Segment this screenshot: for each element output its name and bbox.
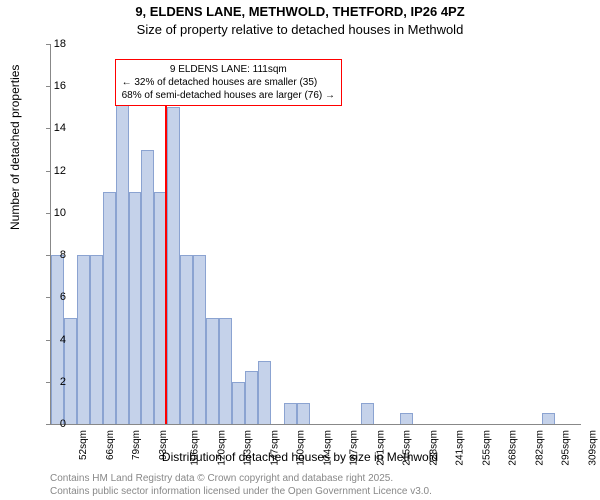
footer-line2: Contains public sector information licen… <box>50 485 432 498</box>
ytick-mark <box>46 424 50 425</box>
ytick-mark <box>46 128 50 129</box>
histogram-bar <box>129 192 142 424</box>
ytick-mark <box>46 171 50 172</box>
histogram-bar <box>400 413 413 424</box>
histogram-bar <box>284 403 297 424</box>
ytick-mark <box>46 340 50 341</box>
histogram-bar <box>77 255 90 424</box>
histogram-bar <box>180 255 193 424</box>
chart-container: 9, ELDENS LANE, METHWOLD, THETFORD, IP26… <box>0 0 600 500</box>
histogram-bar <box>297 403 310 424</box>
ytick-mark <box>46 86 50 87</box>
histogram-bar <box>167 107 180 424</box>
annotation-box: 9 ELDENS LANE: 111sqm← 32% of detached h… <box>115 59 342 106</box>
histogram-bar <box>193 255 206 424</box>
histogram-bar <box>141 150 154 424</box>
histogram-bar <box>116 86 129 424</box>
title-main: 9, ELDENS LANE, METHWOLD, THETFORD, IP26… <box>0 4 600 19</box>
ytick-mark <box>46 382 50 383</box>
title-sub: Size of property relative to detached ho… <box>0 22 600 37</box>
y-axis-label: Number of detached properties <box>8 65 22 230</box>
chart-area: 9 ELDENS LANE: 111sqm← 32% of detached h… <box>50 44 581 425</box>
histogram-bar <box>232 382 245 424</box>
histogram-bar <box>542 413 555 424</box>
ytick-mark <box>46 44 50 45</box>
histogram-bar <box>245 371 258 424</box>
ytick-mark <box>46 297 50 298</box>
annotation-line: 68% of semi-detached houses are larger (… <box>122 89 335 102</box>
property-marker-line <box>165 86 167 424</box>
histogram-bar <box>206 318 219 424</box>
histogram-bar <box>361 403 374 424</box>
annotation-line: ← 32% of detached houses are smaller (35… <box>122 76 335 89</box>
histogram-bar <box>258 361 271 424</box>
ytick-mark <box>46 255 50 256</box>
footer-attribution: Contains HM Land Registry data © Crown c… <box>50 472 432 498</box>
ytick-mark <box>46 213 50 214</box>
x-axis-label: Distribution of detached houses by size … <box>0 450 600 464</box>
histogram-bar <box>219 318 232 424</box>
histogram-bar <box>103 192 116 424</box>
histogram-bar <box>90 255 103 424</box>
footer-line1: Contains HM Land Registry data © Crown c… <box>50 472 432 485</box>
annotation-line: 9 ELDENS LANE: 111sqm <box>122 63 335 76</box>
